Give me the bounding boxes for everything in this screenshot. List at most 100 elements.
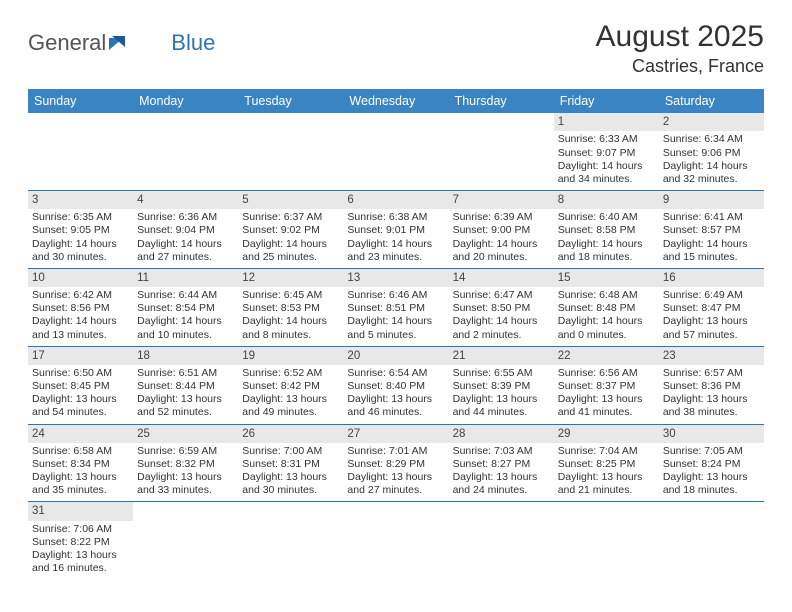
sunset-text: Sunset: 8:56 PM <box>32 302 129 315</box>
daylight-text: Daylight: 13 hours <box>242 393 339 406</box>
daylight-text: and 34 minutes. <box>558 173 655 186</box>
calendar-cell: 1Sunrise: 6:33 AMSunset: 9:07 PMDaylight… <box>554 113 659 190</box>
sunset-text: Sunset: 8:39 PM <box>453 380 550 393</box>
sunrise-text: Sunrise: 6:37 AM <box>242 211 339 224</box>
day-number: 9 <box>659 191 764 209</box>
sunset-text: Sunset: 8:44 PM <box>137 380 234 393</box>
sunrise-text: Sunrise: 6:58 AM <box>32 445 129 458</box>
daylight-text: and 33 minutes. <box>137 484 234 497</box>
location-label: Castries, France <box>596 56 764 77</box>
daylight-text: and 21 minutes. <box>558 484 655 497</box>
sunset-text: Sunset: 8:31 PM <box>242 458 339 471</box>
day-number: 5 <box>238 191 343 209</box>
sunset-text: Sunset: 8:25 PM <box>558 458 655 471</box>
sunrise-text: Sunrise: 7:05 AM <box>663 445 760 458</box>
sunrise-text: Sunrise: 6:34 AM <box>663 133 760 146</box>
daylight-text: and 54 minutes. <box>32 406 129 419</box>
sunset-text: Sunset: 8:50 PM <box>453 302 550 315</box>
page-title: August 2025 <box>596 20 764 54</box>
sunrise-text: Sunrise: 6:50 AM <box>32 367 129 380</box>
calendar-cell: 2 Sunrise: 6:34 AMSunset: 9:06 PMDaylight… <box>659 113 764 190</box>
sunrise-text: Sunrise: 6:56 AM <box>558 367 655 380</box>
daylight-text: Daylight: 14 hours <box>663 160 760 173</box>
calendar-cell: 18Sunrise: 6:51 AMSunset: 8:44 PMDayligh… <box>133 347 238 424</box>
calendar-cell: 16Sunrise: 6:49 AMSunset: 8:47 PMDayligh… <box>659 269 764 346</box>
calendar-week: 24Sunrise: 6:58 AMSunset: 8:34 PMDayligh… <box>28 425 764 503</box>
calendar-cell: 31Sunrise: 7:06 AMSunset: 8:22 PMDayligh… <box>28 502 133 579</box>
day-header: Friday <box>554 89 659 113</box>
calendar-cell-empty <box>133 113 238 190</box>
day-number: 28 <box>449 425 554 443</box>
sunset-text: Sunset: 8:58 PM <box>558 224 655 237</box>
calendar-cell: 9Sunrise: 6:41 AMSunset: 8:57 PMDaylight… <box>659 191 764 268</box>
sunset-text: Sunset: 8:29 PM <box>347 458 444 471</box>
daylight-text: Daylight: 13 hours <box>32 393 129 406</box>
calendar-week: 1Sunrise: 6:33 AMSunset: 9:07 PMDaylight… <box>28 113 764 191</box>
calendar-week: 31Sunrise: 7:06 AMSunset: 8:22 PMDayligh… <box>28 502 764 579</box>
sunrise-text: Sunrise: 6:57 AM <box>663 367 760 380</box>
calendar-cell: 28Sunrise: 7:03 AMSunset: 8:27 PMDayligh… <box>449 425 554 502</box>
day-number: 31 <box>28 502 133 520</box>
daylight-text: Daylight: 13 hours <box>347 393 444 406</box>
sunrise-text: Sunrise: 6:54 AM <box>347 367 444 380</box>
sunrise-text: Sunrise: 6:47 AM <box>453 289 550 302</box>
sunset-text: Sunset: 8:45 PM <box>32 380 129 393</box>
day-number: 21 <box>449 347 554 365</box>
day-number: 18 <box>133 347 238 365</box>
daylight-text: Daylight: 14 hours <box>558 238 655 251</box>
sunset-text: Sunset: 9:00 PM <box>453 224 550 237</box>
daylight-text: and 27 minutes. <box>347 484 444 497</box>
calendar-cell: 26Sunrise: 7:00 AMSunset: 8:31 PMDayligh… <box>238 425 343 502</box>
daylight-text: and 41 minutes. <box>558 406 655 419</box>
day-number: 25 <box>133 425 238 443</box>
calendar-cell: 11Sunrise: 6:44 AMSunset: 8:54 PMDayligh… <box>133 269 238 346</box>
logo-text-1: General <box>28 30 106 56</box>
logo: General Blue <box>28 20 215 58</box>
daylight-text: Daylight: 14 hours <box>137 315 234 328</box>
calendar-cell: 22Sunrise: 6:56 AMSunset: 8:37 PMDayligh… <box>554 347 659 424</box>
calendar-cell-empty <box>449 113 554 190</box>
daylight-text: Daylight: 13 hours <box>558 471 655 484</box>
sunrise-text: Sunrise: 6:38 AM <box>347 211 444 224</box>
calendar-cell-empty <box>238 502 343 579</box>
calendar-cell: 14Sunrise: 6:47 AMSunset: 8:50 PMDayligh… <box>449 269 554 346</box>
daylight-text: and 23 minutes. <box>347 251 444 264</box>
sunrise-text: Sunrise: 6:44 AM <box>137 289 234 302</box>
daylight-text: Daylight: 13 hours <box>137 471 234 484</box>
daylight-text: Daylight: 13 hours <box>242 471 339 484</box>
sunset-text: Sunset: 8:54 PM <box>137 302 234 315</box>
day-number: 29 <box>554 425 659 443</box>
daylight-text: and 20 minutes. <box>453 251 550 264</box>
sunrise-text: Sunrise: 6:42 AM <box>32 289 129 302</box>
day-number: 2 <box>659 113 764 131</box>
calendar-cell: 5Sunrise: 6:37 AMSunset: 9:02 PMDaylight… <box>238 191 343 268</box>
sunset-text: Sunset: 8:42 PM <box>242 380 339 393</box>
daylight-text: Daylight: 13 hours <box>137 393 234 406</box>
sunset-text: Sunset: 9:06 PM <box>663 147 760 160</box>
calendar-cell: 7Sunrise: 6:39 AMSunset: 9:00 PMDaylight… <box>449 191 554 268</box>
daylight-text: and 5 minutes. <box>347 329 444 342</box>
sunset-text: Sunset: 9:01 PM <box>347 224 444 237</box>
daylight-text: and 24 minutes. <box>453 484 550 497</box>
sunrise-text: Sunrise: 6:49 AM <box>663 289 760 302</box>
daylight-text: Daylight: 14 hours <box>347 315 444 328</box>
sunrise-text: Sunrise: 6:45 AM <box>242 289 339 302</box>
calendar-cell: 23Sunrise: 6:57 AMSunset: 8:36 PMDayligh… <box>659 347 764 424</box>
calendar-cell: 27Sunrise: 7:01 AMSunset: 8:29 PMDayligh… <box>343 425 448 502</box>
day-number: 24 <box>28 425 133 443</box>
calendar-cell-empty <box>133 502 238 579</box>
daylight-text: Daylight: 14 hours <box>242 238 339 251</box>
daylight-text: and 27 minutes. <box>137 251 234 264</box>
daylight-text: and 30 minutes. <box>32 251 129 264</box>
sunrise-text: Sunrise: 6:35 AM <box>32 211 129 224</box>
sunrise-text: Sunrise: 6:36 AM <box>137 211 234 224</box>
calendar-cell: 12Sunrise: 6:45 AMSunset: 8:53 PMDayligh… <box>238 269 343 346</box>
calendar-cell: 19Sunrise: 6:52 AMSunset: 8:42 PMDayligh… <box>238 347 343 424</box>
day-number: 7 <box>449 191 554 209</box>
daylight-text: and 2 minutes. <box>453 329 550 342</box>
sunset-text: Sunset: 8:57 PM <box>663 224 760 237</box>
calendar-cell: 8Sunrise: 6:40 AMSunset: 8:58 PMDaylight… <box>554 191 659 268</box>
calendar-cell-empty <box>554 502 659 579</box>
daylight-text: Daylight: 14 hours <box>242 315 339 328</box>
day-headers: Sunday Monday Tuesday Wednesday Thursday… <box>28 89 764 113</box>
